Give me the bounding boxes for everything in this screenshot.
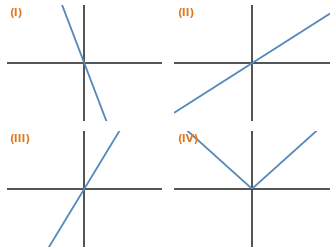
Text: (III): (III) xyxy=(9,134,30,144)
Text: (IV): (IV) xyxy=(177,134,198,144)
Text: (I): (I) xyxy=(9,8,22,18)
Text: (II): (II) xyxy=(177,8,194,18)
